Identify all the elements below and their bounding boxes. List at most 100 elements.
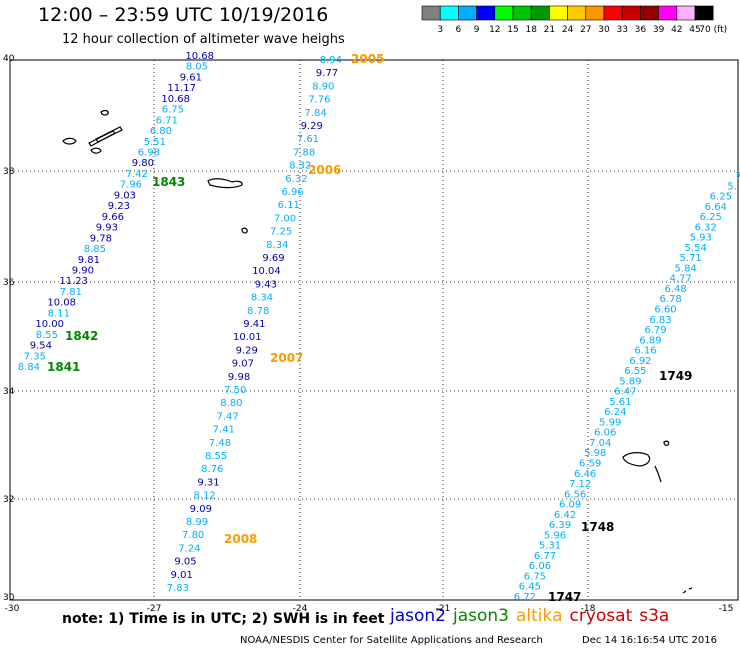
island-santa-maria (241, 227, 248, 234)
swh-value: 7.25 (270, 227, 292, 238)
islands (62, 109, 693, 594)
swh-value: 6.48 (664, 284, 686, 295)
scale-label: 3 (437, 25, 443, 35)
swh-value: 5.99 (599, 417, 621, 428)
track-2006: 8.94 9.77 8.90 7.76 7.84 9.29 7.61 7.88 8.32 6.32… (167, 55, 342, 594)
swh-value: 5.31 (539, 541, 561, 552)
swh-value: 9.78 (90, 233, 112, 244)
swh-value: 8.11 (48, 308, 70, 319)
swh-value: 6.25 (710, 192, 732, 203)
scale-label: 6 (456, 25, 462, 35)
swh-value: 5.89 (619, 376, 641, 387)
swh-value: 9.43 (255, 279, 277, 290)
swh-value: 5.61 (609, 397, 631, 408)
swh-value: 9.80 (132, 158, 154, 169)
swh-value: 7.88 (293, 147, 315, 158)
island-sao-jorge (88, 130, 116, 147)
island-sao-miguel (207, 178, 243, 189)
legend-jason2: jason2 (390, 606, 446, 626)
swh-value: 6.25 (700, 212, 722, 223)
swh-value: 9.29 (236, 345, 258, 356)
swh-value: 9.41 (243, 319, 265, 330)
swh-value: 7.84 (304, 108, 326, 119)
swh-value: 9.66 (102, 212, 124, 223)
swh-value: 10.00 (35, 319, 64, 330)
pass-time-label: 2008 (224, 532, 257, 546)
swh-value: 9.77 (316, 68, 338, 79)
swh-value: 6.06 (529, 561, 551, 572)
island-porto-santo (663, 440, 670, 446)
pass-time-label: 1842 (65, 329, 98, 343)
lat-label: 36 (3, 278, 15, 288)
swh-value: 8.90 (312, 81, 334, 92)
swh-value: 6.46 (574, 469, 596, 480)
scale-label: 12 (489, 25, 500, 35)
swh-value: 9.93 (96, 223, 118, 234)
swh-value: 8.05 (186, 62, 208, 73)
lon-label: -24 (293, 604, 308, 614)
swh-value: 5.84 (675, 263, 697, 274)
swh-value: 7.04 (589, 438, 611, 449)
swh-value: 7.47 (216, 411, 238, 422)
map-frame (9, 59, 739, 601)
swh-value: 10.68 (161, 94, 190, 105)
lon-label: -27 (147, 604, 162, 614)
swh-value: 10.01 (233, 332, 262, 343)
swh-value: 6.80 (150, 126, 172, 137)
scale-label: 36 (635, 25, 647, 35)
swh-value: 9.54 (30, 341, 52, 352)
island-pico (95, 126, 123, 143)
scale-label: 27 (580, 25, 591, 35)
map-border (9, 59, 739, 601)
swh-value: 6.47 (614, 387, 636, 398)
swh-value: 8.99 (186, 517, 208, 528)
swh-value: 6.79 (644, 325, 666, 336)
legend-altika: altika (516, 606, 563, 626)
swh-value: 8.94 (320, 55, 342, 66)
pass-time-label: 2005 (351, 52, 384, 66)
track-1749: 75.6.256.646.256.325.935.545.715.844.776… (514, 171, 740, 603)
swh-value: 9.90 (72, 265, 94, 276)
swh-value: 6.72 (514, 592, 536, 603)
pass-time-label: 2006 (308, 163, 341, 177)
island-terceira (100, 109, 109, 116)
swh-value: 6.59 (579, 459, 601, 470)
swh-value: 9.98 (228, 372, 250, 383)
swh-value: 8.34 (251, 293, 273, 304)
scale-label: 9 (474, 25, 480, 35)
swh-value: 7.80 (182, 530, 204, 541)
swh-value: 8.55 (36, 330, 58, 341)
swh-value: 9.81 (78, 255, 100, 266)
pass-time-label: 2007 (270, 351, 303, 365)
swh-value: 6.55 (624, 366, 646, 377)
lon-label: -18 (581, 604, 596, 614)
swh-value: 9.69 (262, 253, 284, 264)
footer-credit: NOAA/NESDIS Center for Satellite Applica… (240, 635, 543, 646)
swh-value: 7.48 (209, 438, 231, 449)
swh-value: 8.85 (84, 244, 106, 255)
swh-value: 6.64 (705, 202, 727, 213)
swh-value: 6.39 (549, 520, 571, 531)
swh-value: 6.16 (634, 346, 656, 357)
swh-value: 6.71 (156, 115, 178, 126)
swh-value: 5. (727, 181, 737, 192)
track-2005: 10.688.059.6111.1710.686.756.716.805.516… (18, 51, 214, 373)
swh-value: 7.41 (213, 425, 235, 436)
scale-label: 30 (598, 25, 610, 35)
scale-label: 33 (616, 25, 627, 35)
swh-value: 7.83 (167, 583, 189, 594)
swh-value: 9.03 (114, 190, 136, 201)
swh-value: 6.09 (559, 500, 581, 511)
legend-s3a: s3a (639, 606, 670, 626)
swh-value: 6.32 (285, 174, 307, 185)
scale-label: 45 (689, 25, 700, 35)
swh-value: 9.23 (108, 201, 130, 212)
swh-value: 11.23 (59, 276, 88, 287)
scale-label: 21 (544, 25, 555, 35)
swh-value: 5.71 (680, 253, 702, 264)
swh-value: 10.04 (252, 266, 281, 277)
swh-value: 4.77 (669, 274, 691, 285)
swh-value: 8.34 (266, 240, 288, 251)
swh-value: 6.83 (649, 315, 671, 326)
